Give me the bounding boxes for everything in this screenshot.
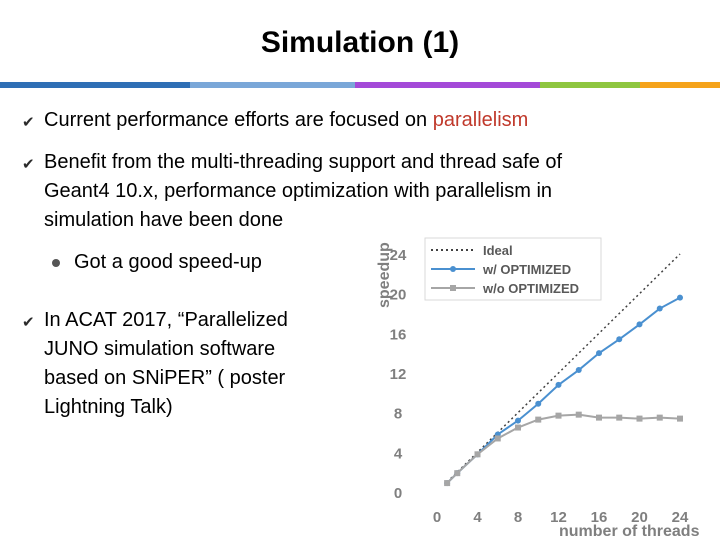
data-point: [555, 381, 562, 388]
legend-label: w/o OPTIMIZED: [482, 281, 579, 296]
bullet-3-line-4: Lightning Talk): [44, 396, 173, 418]
y-tick-label: 12: [390, 366, 407, 383]
accent-segment-green: [540, 82, 640, 88]
data-point: [474, 451, 481, 458]
data-point: [444, 480, 451, 487]
data-point: [636, 321, 643, 328]
bullet-3-line-3: based on SNiPER” ( poster: [44, 367, 286, 389]
data-point: [596, 414, 602, 421]
data-point: [535, 400, 542, 407]
bullet-3: In ACAT 2017, “Parallelized JUNO simulat…: [44, 306, 288, 422]
data-point: [515, 417, 521, 424]
y-tick-label: 4: [394, 445, 403, 462]
data-point: [454, 470, 461, 477]
data-point: [616, 336, 623, 343]
data-point: [515, 424, 521, 431]
x-tick-label: 16: [591, 509, 608, 526]
bullet-2-line-3: simulation have been done: [44, 209, 284, 231]
y-tick-label: 16: [390, 326, 407, 343]
y-tick-label: 20: [390, 287, 407, 304]
speedup-chart: 0 4 8 12 16 20 24 0 4 8 12 16 20 24 speedup number o…: [376, 237, 700, 540]
bullet-2-line-2: Geant4 10.x, performance optimization wi…: [44, 180, 553, 202]
data-point: [555, 412, 562, 419]
data-point: [575, 411, 582, 418]
accent-segment-blue: [0, 82, 190, 88]
data-point: [636, 415, 643, 422]
checkmark-v-bullet-icon: ✔: [22, 156, 35, 173]
data-point: [575, 367, 582, 374]
y-tick-label: 0: [394, 485, 402, 502]
data-point: [616, 414, 623, 421]
y-tick-label: 24: [390, 247, 407, 264]
slide-title: Simulation (1): [260, 26, 460, 59]
x-tick-label: 8: [514, 509, 522, 526]
x-axis-label: number of threads: [559, 523, 700, 540]
legend-marker: [450, 266, 456, 272]
data-point: [677, 294, 683, 301]
accent-segment-lightblue: [190, 82, 355, 88]
series-line-1: [446, 253, 681, 483]
sub-bullet-1: Got a good speed-up: [74, 251, 262, 273]
y-tick-label: 8: [394, 406, 402, 423]
accent-color-bar: [0, 82, 720, 88]
bullet-1-highlight: parallelism: [432, 109, 529, 131]
data-point: [656, 305, 663, 312]
data-point: [494, 435, 501, 442]
bullet-3-line-2: JUNO simulation software: [44, 338, 276, 360]
bullet-3-line-1: In ACAT 2017, “Parallelized: [44, 309, 288, 331]
bullet-1: Current performance efforts are focused …: [44, 106, 528, 135]
x-tick-label: 24: [672, 509, 689, 526]
bullet-2: Benefit from the multi-threading support…: [44, 148, 562, 235]
data-point: [535, 416, 542, 423]
legend-marker: [450, 285, 456, 291]
data-point: [596, 350, 602, 357]
checkmark-v-bullet-icon: ✔: [22, 314, 35, 331]
data-point: [677, 415, 683, 422]
x-tick-label: 0: [433, 509, 441, 526]
x-tick-label: 20: [631, 509, 648, 526]
checkmark-v-bullet-icon: ✔: [22, 114, 35, 131]
bullet-2-line-1: Benefit from the multi-threading support…: [44, 151, 563, 173]
series-line-2: [446, 296, 681, 484]
data-point: [656, 414, 663, 421]
y-axis-label: speedup: [376, 242, 393, 308]
legend-label: w/ OPTIMIZED: [482, 262, 571, 277]
legend-label: Ideal: [483, 243, 513, 258]
accent-segment-purple: [355, 82, 540, 88]
x-tick-label: 4: [473, 509, 482, 526]
accent-segment-orange: [640, 82, 720, 88]
round-dot-bullet-icon: [52, 259, 60, 267]
bullet-1-text: Current performance efforts are focused …: [44, 109, 433, 131]
x-tick-label: 12: [550, 509, 567, 526]
